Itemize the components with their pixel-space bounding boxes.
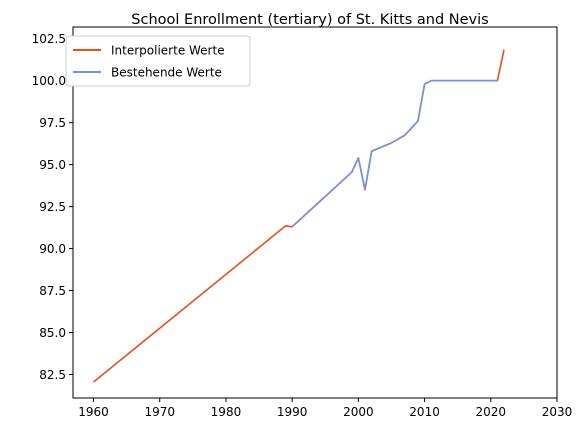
chart-title: School Enrollment (tertiary) of St. Kitt… (131, 12, 488, 28)
x-tick-label: 1990 (277, 405, 308, 419)
y-tick-label: 92.5 (39, 200, 66, 214)
x-tick-label: 2030 (542, 405, 573, 419)
y-tick-label: 102.5 (32, 32, 66, 46)
x-tick-label: 1970 (144, 405, 175, 419)
y-tick-label: 100.0 (32, 74, 66, 88)
series-line-bestehende (291, 79, 498, 228)
y-tick-label: 85.0 (39, 326, 66, 340)
legend-label-bestehende: Bestehende Werte (111, 66, 222, 80)
y-tick-label: 90.0 (39, 242, 66, 256)
series-line-interpolierte (93, 49, 505, 383)
y-tick-label: 97.5 (39, 116, 66, 130)
legend-box (65, 35, 251, 87)
x-tick-label: 2000 (343, 405, 374, 419)
y-tick-label: 87.5 (39, 284, 66, 298)
y-tick-label: 95.0 (39, 158, 66, 172)
x-tick-label: 1980 (211, 405, 242, 419)
x-tick-label: 2010 (409, 405, 440, 419)
legend: Interpolierte Werte Bestehende Werte (65, 35, 251, 87)
y-axis: 82.5 85.0 87.5 90.0 92.5 95.0 97.5 100.0 102.5 (32, 32, 73, 382)
legend-label-interpolierte: Interpolierte Werte (111, 44, 225, 58)
y-tick-label: 82.5 (39, 368, 66, 382)
plot-series (93, 49, 505, 383)
x-tick-label: 1960 (78, 405, 109, 419)
x-axis: 1960 1970 1980 1990 2000 2010 2020 2030 (78, 398, 572, 419)
plot-frame (72, 26, 558, 399)
x-tick-label: 2020 (476, 405, 507, 419)
